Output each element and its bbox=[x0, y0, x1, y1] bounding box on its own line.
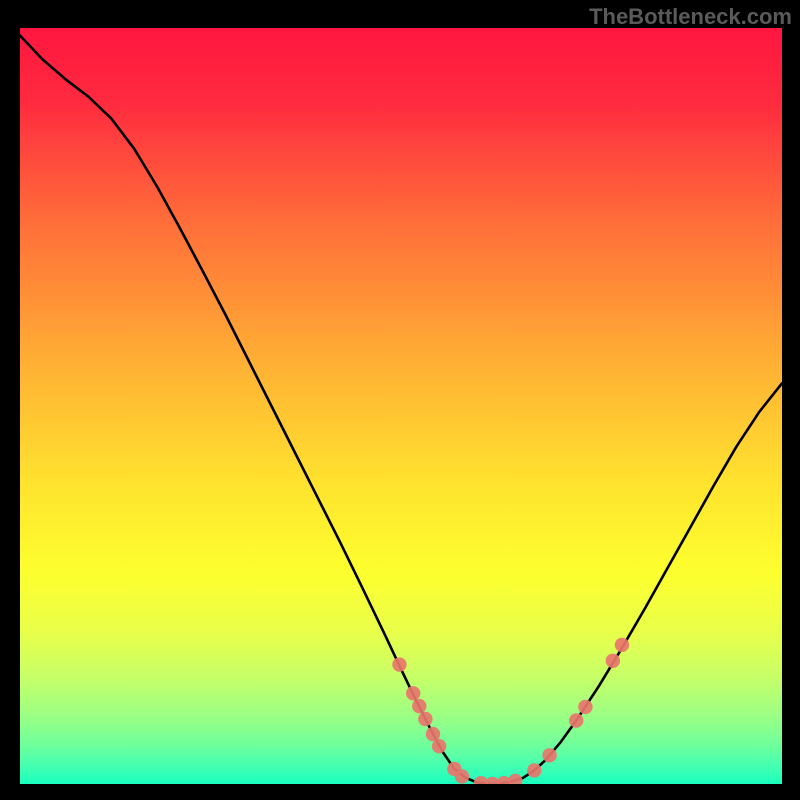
data-marker bbox=[606, 654, 620, 668]
data-marker bbox=[527, 763, 541, 777]
chart-svg bbox=[20, 28, 782, 784]
data-marker bbox=[432, 739, 446, 753]
bottleneck-curve bbox=[20, 36, 782, 784]
marker-group bbox=[392, 638, 629, 784]
data-marker bbox=[569, 713, 583, 727]
data-marker bbox=[406, 686, 420, 700]
data-marker bbox=[412, 699, 426, 713]
data-marker bbox=[578, 700, 592, 714]
data-marker bbox=[508, 774, 522, 784]
data-marker bbox=[455, 769, 469, 783]
plot-area bbox=[20, 28, 782, 784]
watermark-text: TheBottleneck.com bbox=[589, 4, 792, 30]
data-marker bbox=[615, 638, 629, 652]
data-marker bbox=[392, 657, 406, 671]
data-marker bbox=[542, 748, 556, 762]
data-marker bbox=[418, 712, 432, 726]
